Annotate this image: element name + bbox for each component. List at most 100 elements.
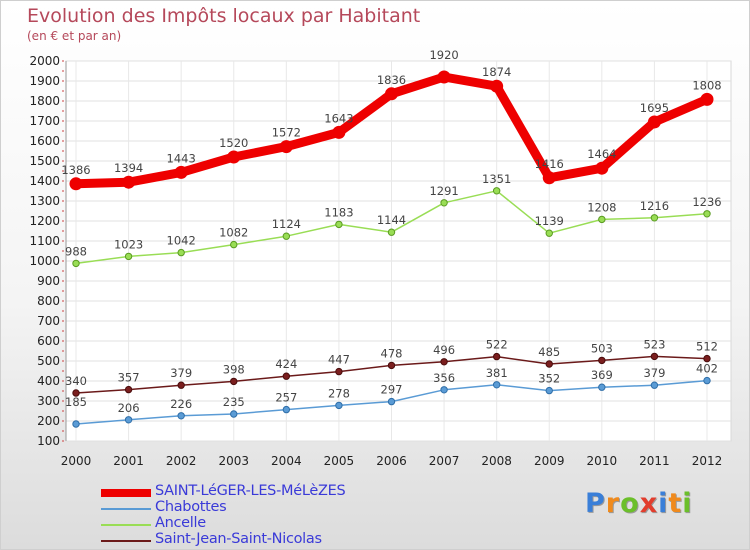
x-tick-label: 2000 [61,454,92,468]
data-point [124,252,133,261]
data-point [545,360,553,368]
data-point [72,389,80,397]
data-label: 356 [433,371,455,385]
data-label: 1464 [587,147,616,161]
y-tick-label: 1800 [29,94,60,108]
data-label: 352 [538,372,560,386]
y-tick-label: 1500 [29,154,60,168]
data-point [545,229,553,237]
data-label: 1572 [272,126,301,140]
proxiti-logo: Proxiti [585,488,693,519]
legend-label: SAINT-LéGER-LES-MéLèZES [155,483,346,499]
y-tick-label: 1200 [29,214,60,228]
data-point [650,214,659,222]
data-label: 1836 [377,73,406,87]
data-label: 1183 [324,205,353,219]
x-tick-label: 2003 [218,454,249,468]
data-label: 369 [591,368,613,382]
legend-label: Ancelle [155,515,206,531]
data-point [72,420,80,428]
data-label: 1520 [219,136,248,150]
data-label: 523 [643,337,665,351]
y-tick-label: 1700 [29,114,60,128]
y-tick-label: 1100 [29,234,60,248]
x-tick-label: 2009 [534,454,565,468]
y-tick-label: 300 [37,394,60,408]
chart-title: Evolution des Impôts locaux par Habitant [27,5,421,27]
y-tick-label: 200 [37,414,60,428]
data-label: 1216 [640,199,669,213]
data-point [385,87,398,101]
data-point [650,381,659,389]
x-tick-label: 2012 [692,454,723,468]
data-point [69,177,83,191]
data-point [335,401,343,410]
data-label: 226 [170,397,192,411]
data-label: 1023 [114,237,143,251]
legend-item: Chabottes [101,499,401,517]
data-point [177,381,185,389]
logo-letter: o [620,488,640,519]
data-point [545,386,553,395]
logo-letter: i [682,488,693,519]
data-point [492,187,501,195]
data-point [387,361,396,370]
data-point [440,386,448,394]
data-point [174,165,188,179]
data-label: 424 [275,357,297,371]
data-label: 1082 [219,226,248,240]
data-point [542,171,556,185]
data-label: 512 [696,340,718,354]
data-point [598,215,606,224]
data-point [177,412,185,420]
data-point [279,140,293,154]
data-point [332,125,346,139]
data-point [124,385,133,394]
x-tick-label: 2007 [429,454,460,468]
data-label: 503 [591,341,613,355]
y-tick-label: 1300 [29,194,60,208]
legend-item: Ancelle [101,515,401,533]
data-point [703,210,711,218]
x-tick-label: 2010 [587,454,618,468]
data-point [230,377,238,386]
data-label: 1443 [167,151,196,165]
y-tick-label: 600 [37,334,60,348]
x-tick-label: 2002 [166,454,197,468]
data-label: 522 [486,338,508,352]
data-point [492,352,501,361]
data-label: 1874 [482,65,511,79]
data-label: 478 [381,346,403,360]
data-point [647,115,661,129]
data-point [703,354,711,363]
y-tick-label: 1400 [29,174,60,188]
logo-letter: P [585,488,606,519]
data-label: 1236 [692,195,721,209]
x-tick-label: 2004 [271,454,302,468]
data-label: 1144 [377,213,406,227]
y-tick-label: 1900 [29,74,60,88]
data-label: 379 [170,366,192,380]
data-label: 1139 [535,214,564,228]
logo-letter: t [668,488,683,519]
data-label: 1920 [429,48,458,62]
data-label: 379 [643,366,665,380]
data-label: 1643 [324,111,353,125]
data-label: 402 [696,362,718,376]
data-label: 381 [486,366,508,380]
legend-label: Chabottes [155,499,227,515]
y-tick-label: 800 [37,294,60,308]
data-point [122,175,136,189]
data-label: 1291 [429,184,458,198]
data-label: 1695 [640,101,669,115]
y-tick-label: 2000 [29,54,60,68]
data-label: 1208 [587,200,616,214]
data-label: 357 [118,371,140,385]
x-tick-label: 2005 [324,454,355,468]
y-tick-label: 1600 [29,134,60,148]
legend-label: Saint-Jean-Saint-Nicolas [155,531,322,547]
data-label: 485 [538,345,560,359]
data-point [650,352,659,361]
legend-swatch [101,489,151,497]
